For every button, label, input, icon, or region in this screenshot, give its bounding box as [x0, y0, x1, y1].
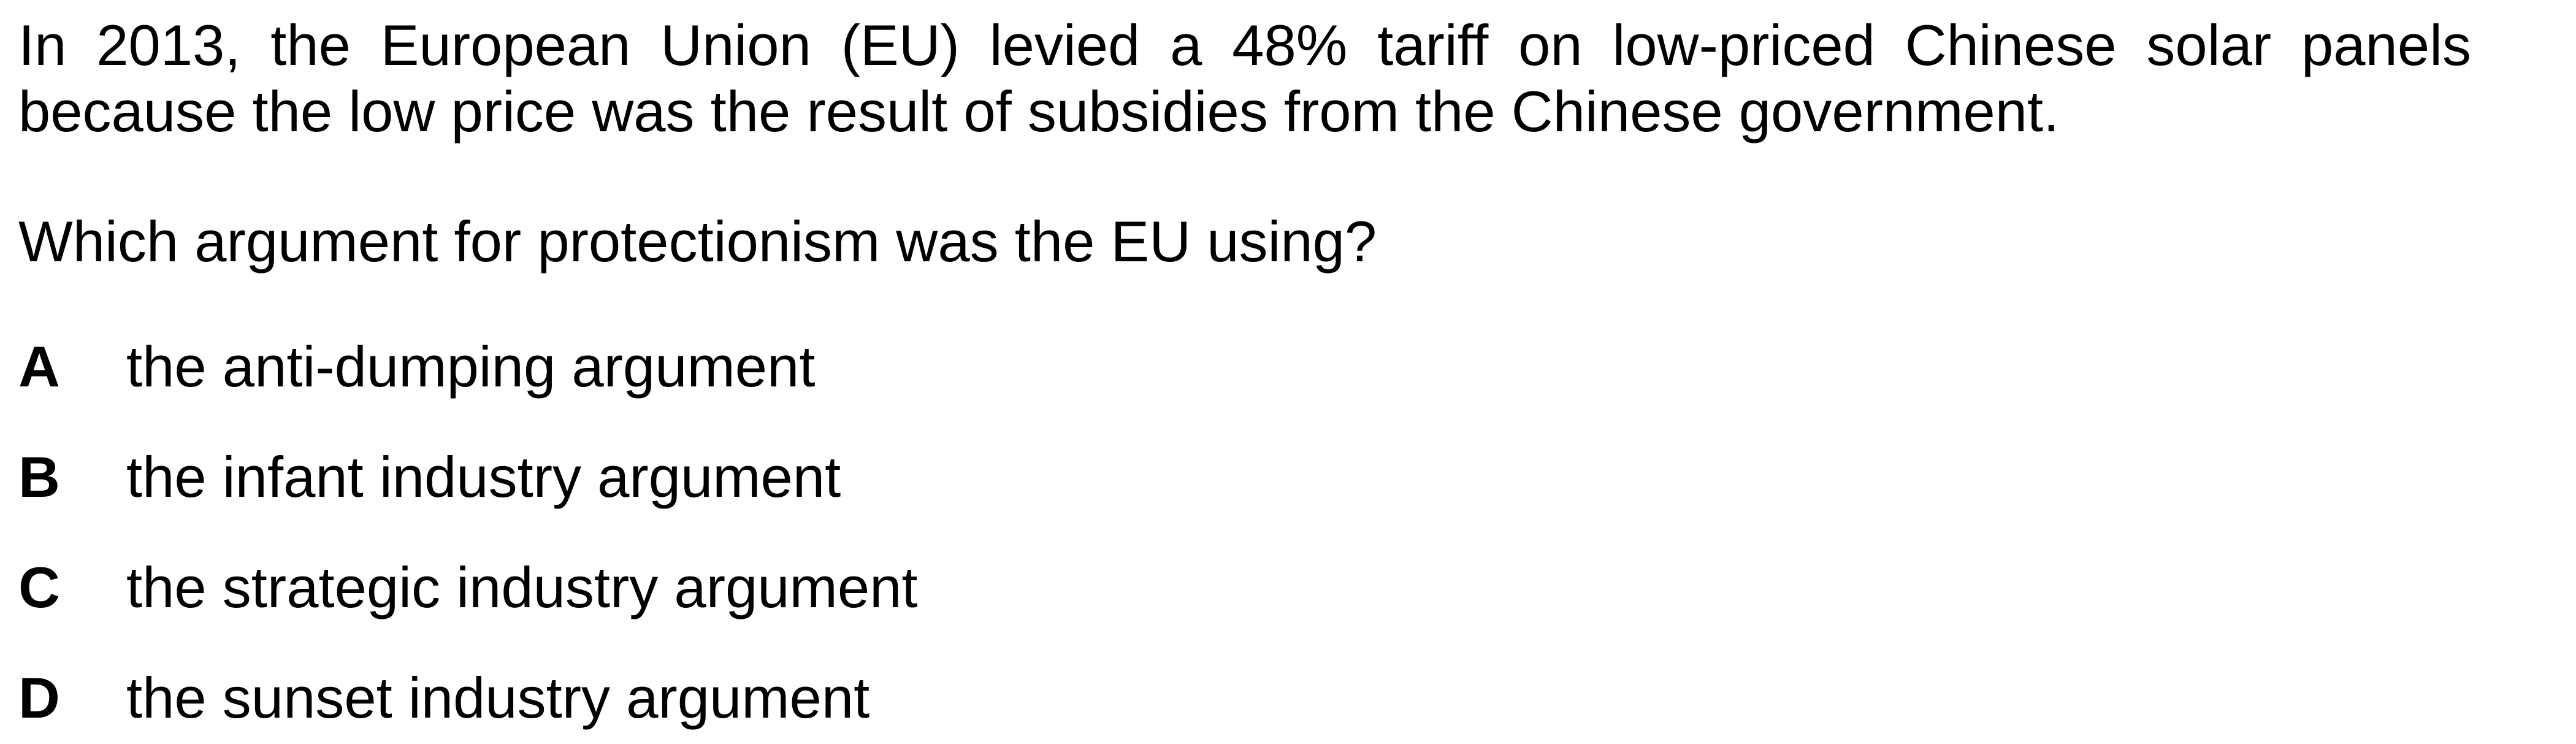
option-text: the infant industry argument — [126, 444, 841, 510]
option-text: the strategic industry argument — [126, 554, 918, 621]
answer-option-b[interactable]: B the infant industry argument — [18, 444, 841, 510]
option-letter: C — [18, 554, 126, 621]
option-letter: B — [18, 444, 126, 510]
option-letter: D — [18, 665, 126, 731]
answer-options: A the anti-dumping argument B the infant… — [18, 0, 1858, 744]
answer-option-c[interactable]: C the strategic industry argument — [18, 554, 918, 621]
option-letter: A — [18, 334, 126, 400]
option-text: the anti-dumping argument — [126, 334, 815, 400]
option-text: the sunset industry argument — [126, 665, 869, 731]
answer-option-a[interactable]: A the anti-dumping argument — [18, 334, 815, 400]
answer-option-d[interactable]: D the sunset industry argument — [18, 665, 869, 731]
